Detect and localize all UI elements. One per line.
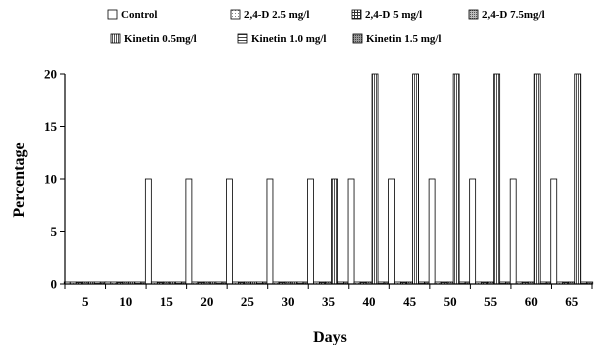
bar [371,73,379,285]
x-tick-label: 30 [281,294,294,309]
legend: Control 2,4-D 2.5 mg/l 2,4-D 5 mg/l 2,4-D 7… [107,9,545,45]
legend-swatch [107,9,118,20]
y-tick-label: 20 [44,67,57,82]
bar [388,178,395,285]
legend-label: Control [121,9,157,21]
y-tick-label: 0 [51,277,58,292]
x-tick-label: 60 [525,294,538,309]
x-tick-label: 10 [119,294,132,309]
axes-layer: 0 5 10 15 20 5 10 15 20 25 30 35 40 45 50 55 60 65 [44,67,593,309]
x-tick-label: 35 [322,294,336,309]
bar [144,178,152,285]
x-tick-label: 5 [82,294,89,309]
bar [533,73,541,285]
bar [185,178,193,285]
legend-label: Kinetin 1.5 mg/l [366,33,441,45]
legend-swatch [237,33,248,44]
bar [331,178,338,285]
legend-label: 2,4-D 5 mg/l [365,9,422,21]
legend-label: 2,4-D 7.5mg/l [482,9,545,21]
x-tick-label: 50 [444,294,457,309]
bar [452,73,460,285]
bar [307,178,314,285]
x-tick-label: 15 [160,294,174,309]
x-tick-label: 20 [200,294,213,309]
y-tick-label: 5 [51,224,58,239]
bar [550,178,558,285]
y-tick-label: 10 [44,172,57,187]
y-axis-title: Percentage [11,142,28,217]
bars-layer [63,73,594,285]
x-tick-label: 45 [403,294,417,309]
legend-label: Kinetin 0.5mg/l [124,33,197,45]
bar [226,178,233,285]
x-tick-label: 65 [565,294,579,309]
bar [574,73,582,285]
legend-swatch [110,33,121,44]
x-tick-label: 25 [241,294,255,309]
legend-swatch [468,9,479,20]
legend-swatch [230,9,241,20]
legend-swatch [351,9,362,20]
x-tick-label: 55 [484,294,498,309]
x-tick-label: 40 [363,294,376,309]
legend-label: Kinetin 1.0 mg/l [251,33,326,45]
bar [493,73,501,285]
bar [469,178,477,285]
y-tick-label: 15 [44,119,58,134]
x-axis-title: Days [313,329,347,345]
bar [428,178,436,285]
bar [412,73,419,285]
bar [347,178,355,285]
legend-label: 2,4-D 2.5 mg/l [244,9,309,21]
plot-area: 0 5 10 15 20 5 10 15 20 25 30 35 40 45 50 55 60 65 [44,67,594,309]
bar [266,178,274,285]
legend-swatch [352,33,363,44]
bar [509,178,517,285]
